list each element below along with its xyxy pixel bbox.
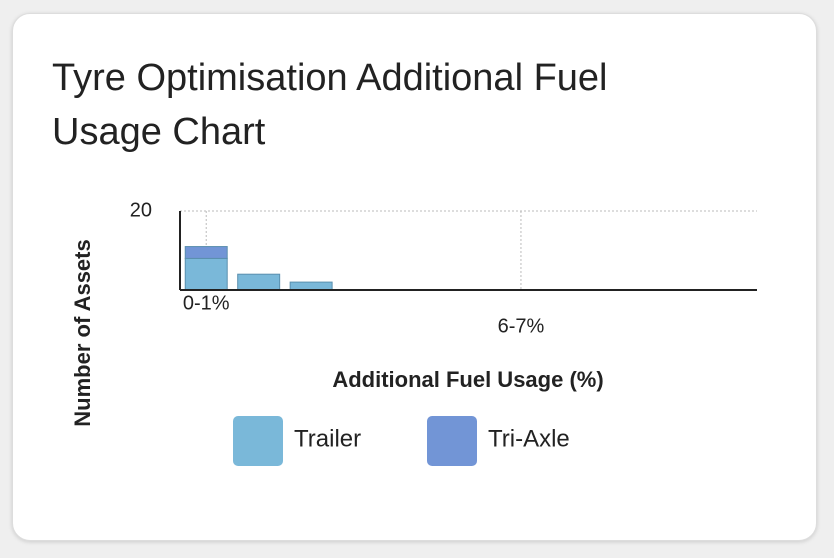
legend-label: Trailer bbox=[294, 425, 361, 452]
bar bbox=[237, 273, 281, 291]
legend-label: Tri-Axle bbox=[488, 425, 570, 452]
bar bbox=[184, 257, 228, 291]
x-tick-label: 0-1% bbox=[183, 292, 230, 314]
bar bbox=[289, 281, 333, 291]
bar bbox=[184, 246, 228, 259]
card bbox=[12, 13, 817, 541]
x-tick-label: 6-7% bbox=[498, 315, 545, 337]
chart-title: Tyre Optimisation Additional Fuel Usage C… bbox=[52, 57, 608, 153]
legend-swatch bbox=[233, 416, 283, 466]
x-axis-title: Additional Fuel Usage (%) bbox=[332, 367, 603, 392]
y-axis-title: Number of Assets bbox=[70, 239, 95, 426]
y-tick-label: 20 bbox=[130, 199, 152, 221]
legend-swatch bbox=[427, 416, 477, 466]
